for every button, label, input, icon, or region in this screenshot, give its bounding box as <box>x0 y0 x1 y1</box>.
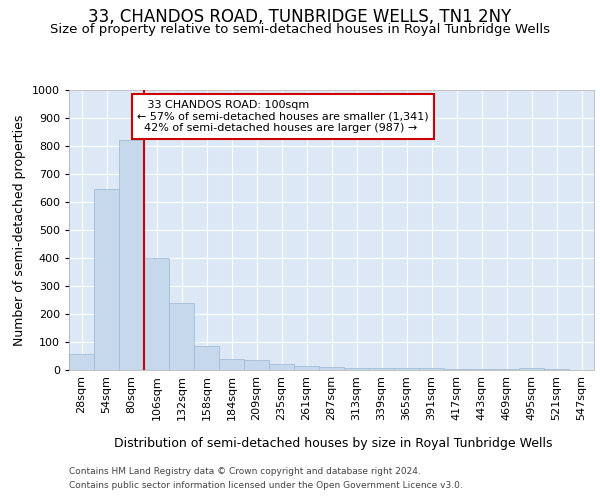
Text: Contains public sector information licensed under the Open Government Licence v3: Contains public sector information licen… <box>69 481 463 490</box>
Bar <box>319 367 344 370</box>
Bar <box>194 346 219 370</box>
Bar <box>469 368 494 370</box>
Bar <box>294 366 319 370</box>
Y-axis label: Number of semi-detached properties: Number of semi-detached properties <box>13 114 26 346</box>
Bar <box>219 359 244 370</box>
Text: Distribution of semi-detached houses by size in Royal Tunbridge Wells: Distribution of semi-detached houses by … <box>114 438 552 450</box>
Bar <box>119 140 144 370</box>
Bar <box>244 360 269 370</box>
Bar <box>344 368 369 370</box>
Bar <box>369 368 394 370</box>
Bar <box>519 368 544 370</box>
Text: Contains HM Land Registry data © Crown copyright and database right 2024.: Contains HM Land Registry data © Crown c… <box>69 468 421 476</box>
Bar <box>69 354 94 370</box>
Bar <box>394 368 419 370</box>
Text: 33, CHANDOS ROAD, TUNBRIDGE WELLS, TN1 2NY: 33, CHANDOS ROAD, TUNBRIDGE WELLS, TN1 2… <box>88 8 512 26</box>
Bar <box>144 258 169 370</box>
Text: Size of property relative to semi-detached houses in Royal Tunbridge Wells: Size of property relative to semi-detach… <box>50 22 550 36</box>
Bar <box>444 368 469 370</box>
Bar <box>269 364 294 370</box>
Bar <box>544 368 569 370</box>
Text: 33 CHANDOS ROAD: 100sqm
← 57% of semi-detached houses are smaller (1,341)
  42% : 33 CHANDOS ROAD: 100sqm ← 57% of semi-de… <box>137 100 429 133</box>
Bar <box>494 368 519 370</box>
Bar <box>169 303 194 370</box>
Bar <box>419 368 444 370</box>
Bar <box>94 190 119 370</box>
